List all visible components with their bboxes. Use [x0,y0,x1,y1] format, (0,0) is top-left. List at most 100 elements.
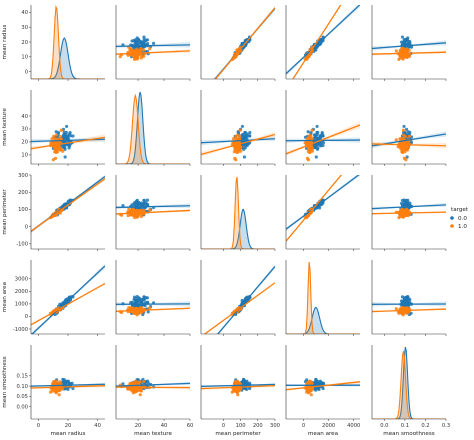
legend-marker-1.0 [450,224,454,228]
point-0.0 [401,199,404,202]
y-tick-label: 100 [18,207,28,213]
y-tick-label: 0.10 [16,384,28,390]
point-0.0 [315,155,318,158]
point-0.0 [242,378,245,381]
x-tick-label: 200 [253,423,263,429]
point-1.0 [55,133,58,136]
point-0.0 [248,131,251,134]
x-axis-label: mean smoothness [383,431,434,436]
kde-fill-0.0 [116,92,190,164]
point-1.0 [140,54,143,57]
point-1.0 [403,214,406,217]
point-0.0 [248,387,251,390]
point-0.0 [314,135,317,138]
panel-mean-texture-vs-mean-perimeter [201,90,275,166]
point-0.0 [134,38,137,41]
point-0.0 [405,128,408,131]
point-1.0 [308,151,311,154]
point-1.0 [402,57,405,60]
point-1.0 [310,145,313,148]
regression-line-1.0 [286,153,360,242]
y-tick-label: 2000 [15,289,28,295]
point-1.0 [58,145,61,148]
point-1.0 [395,307,398,310]
point-1.0 [131,49,134,52]
point-0.0 [69,134,72,137]
point-0.0 [403,297,406,300]
regression-line-1.0 [201,283,275,337]
y-axis-label: mean radius [2,24,8,59]
point-1.0 [408,135,411,138]
x-tick-label: 4000 [347,423,360,429]
point-1.0 [310,393,313,396]
x-axis-label: mean perimeter [215,431,261,436]
point-0.0 [315,125,318,128]
x-tick-label: 60 [187,423,194,429]
point-1.0 [54,151,57,154]
point-0.0 [152,42,155,45]
y-tick-label: 40 [21,114,28,120]
y-tick-label: 30 [21,127,28,133]
point-0.0 [402,125,405,128]
panel-mean-perimeter-vs-mean-perimeter [201,175,275,251]
x-tick-label: 0.0 [380,423,388,429]
y-axis-label: mean area [2,282,8,312]
regression-line-1.0 [31,179,105,231]
y-tick-label: 30 [21,25,28,31]
point-1.0 [142,209,145,212]
y-axis-label: mean smoothness [2,356,8,407]
point-0.0 [243,155,246,158]
point-1.0 [307,148,310,151]
point-0.0 [403,38,406,41]
x-tick-label: 2000 [322,423,335,429]
legend-label-1.0: 1.0 [458,224,467,230]
regression-line-0.0 [31,266,105,335]
point-0.0 [142,42,145,45]
x-tick-label: 0.1 [401,423,409,429]
point-1.0 [142,48,145,51]
point-1.0 [405,307,408,310]
y-tick-label: 10 [21,153,28,159]
kde-line-1.0 [286,262,360,334]
x-tick-label: 20 [135,423,142,429]
point-1.0 [401,151,404,154]
point-0.0 [401,35,404,38]
point-0.0 [146,199,149,202]
y-tick-label: 3000 [15,277,28,283]
point-0.0 [307,130,310,133]
point-1.0 [238,135,241,138]
point-0.0 [64,135,67,138]
point-1.0 [402,129,405,132]
point-0.0 [134,201,137,204]
regression-line-1.0 [372,212,446,214]
point-0.0 [142,202,145,205]
point-0.0 [245,135,248,138]
panel-mean-radius-vs-mean-area [286,0,360,91]
y-axis-label: mean texture [2,108,8,146]
point-0.0 [133,42,136,45]
y-tick-label: 300 [18,173,28,179]
y-tick-label: 0 [25,224,28,230]
regression-line-0.0 [286,174,360,229]
point-0.0 [403,201,406,204]
point-0.0 [143,199,146,202]
point-1.0 [139,393,142,396]
x-axis-label: mean texture [134,431,172,436]
x-tick-label: 20 [65,423,72,429]
y-tick-label: 20 [21,140,28,146]
y-tick-label: -100 [16,242,28,248]
y-tick-label: 0.15 [16,374,28,380]
kde-fill-1.0 [286,262,360,334]
point-1.0 [405,49,408,52]
point-1.0 [405,145,408,148]
y-tick-label: 0.05 [16,394,28,400]
panel-mean-perimeter-vs-mean-smoothness [372,175,446,251]
kde-fill-0.0 [31,38,105,79]
point-1.0 [309,135,312,138]
